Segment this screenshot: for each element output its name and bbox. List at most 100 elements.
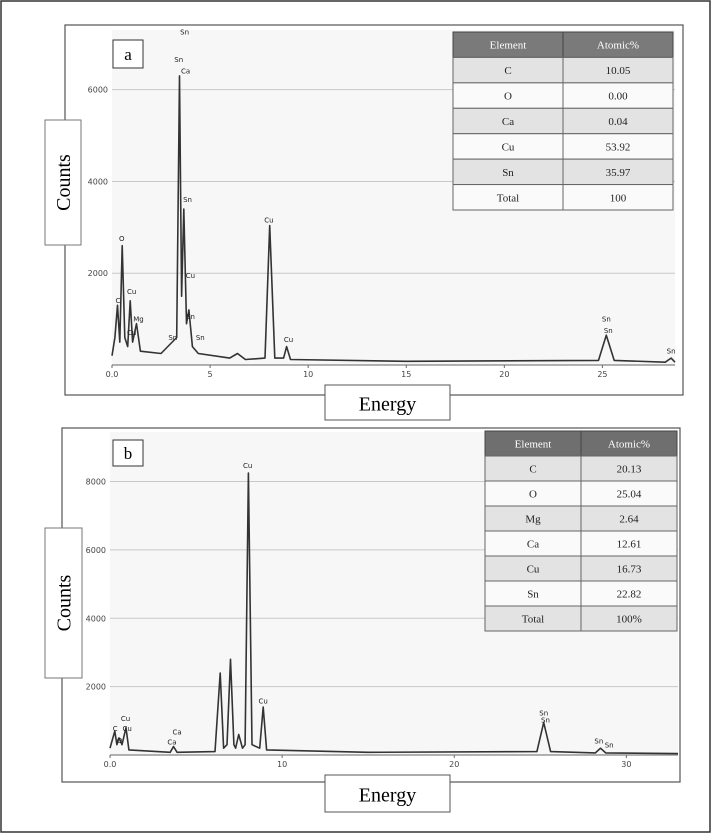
- peak-label: Sn: [174, 56, 183, 64]
- table-cell: [484, 555, 582, 582]
- x-tick-label: 5: [208, 370, 213, 379]
- peak-label: Sn: [196, 334, 205, 342]
- table-cell-text: Cu: [502, 141, 515, 153]
- y-label-box: [44, 119, 82, 246]
- peak-label: Sn: [602, 315, 611, 323]
- table-cell-text: 22.82: [617, 589, 642, 601]
- table-cell-text: 25.04: [617, 489, 642, 501]
- y-axis-title: Counts: [53, 154, 75, 211]
- x-axis-title: Energy: [359, 785, 416, 807]
- peak-label: Sn: [667, 348, 676, 356]
- table-cell-text: C: [504, 65, 511, 77]
- peak-label: Cu: [259, 698, 268, 706]
- table-cell: [580, 605, 678, 632]
- table-cell: [580, 555, 678, 582]
- peak-label: Mg: [133, 315, 143, 323]
- table-cell: [562, 82, 674, 109]
- table-header: Atomic%: [608, 439, 650, 451]
- table-header: Element: [490, 40, 527, 52]
- x-tick-label: 10: [277, 760, 287, 769]
- table-header-cell: [484, 430, 582, 457]
- table-cell-text: 100%: [616, 614, 642, 626]
- peak-label: O: [119, 235, 125, 243]
- table-cell: [580, 480, 678, 507]
- peak-label: Sn: [605, 741, 614, 749]
- peak-label: Cu: [243, 462, 252, 470]
- table-cell-text: 2.64: [619, 514, 639, 526]
- table-cell-text: 20.13: [617, 464, 642, 476]
- peak-label: O: [117, 737, 123, 745]
- panel-label: a: [124, 45, 132, 64]
- peak-label: Sn: [183, 196, 192, 204]
- spectrum-line: [111, 75, 676, 363]
- table-cell: [562, 184, 674, 211]
- x-tick-label: 0.0: [104, 760, 117, 769]
- panel-label-box: [112, 39, 144, 69]
- x-label-box: [324, 384, 451, 421]
- table-cell-text: 0.00: [608, 91, 628, 103]
- y-label-box: [44, 527, 83, 679]
- table-header-cell: [580, 430, 678, 457]
- y-tick-label: 6000: [88, 86, 108, 95]
- table-cell-text: Sn: [502, 167, 514, 179]
- peak-label: Ca: [173, 728, 182, 736]
- y-tick-label: 6000: [86, 546, 106, 555]
- table-cell-text: C: [529, 464, 536, 476]
- table-cell-text: 100: [610, 192, 627, 204]
- table-cell: [452, 56, 564, 84]
- y-axis-title: Counts: [54, 574, 76, 631]
- table-cell-text: Total: [497, 192, 519, 204]
- x-tick-label: 25: [597, 370, 607, 379]
- x-tick-label: 20: [449, 760, 459, 769]
- peak-label: Ca: [181, 68, 190, 76]
- table-cell-text: Mg: [525, 514, 541, 526]
- table-cell-text: 12.61: [617, 539, 642, 551]
- table-cell-text: 10.05: [606, 65, 631, 77]
- peak-label: C: [115, 297, 120, 305]
- table-cell: [562, 133, 674, 160]
- table-cell-text: Sn: [527, 589, 539, 601]
- table-cell-text: O: [504, 91, 512, 103]
- y-tick-label: 4000: [86, 614, 106, 623]
- panel-label: b: [124, 444, 133, 463]
- table-cell: [484, 605, 582, 632]
- peak-label: Sn: [186, 313, 195, 321]
- peak-label: Cu: [264, 217, 273, 225]
- peak-label: C: [113, 725, 118, 733]
- panel-label-box: [112, 439, 144, 467]
- table-cell: [580, 455, 678, 482]
- x-axis-title: Energy: [359, 394, 416, 416]
- y-tick-label: 4000: [88, 177, 108, 186]
- peak-label: Sn: [594, 738, 603, 746]
- table-cell-text: 53.92: [606, 141, 631, 153]
- table-cell: [452, 184, 564, 211]
- spectrum-line: [109, 472, 679, 755]
- table-cell: [452, 107, 564, 135]
- y-tick-label: 2000: [86, 683, 106, 692]
- x-tick-label: 10: [303, 370, 313, 379]
- table-header-cell: [452, 31, 564, 58]
- table-cell: [562, 56, 674, 84]
- table-cell-text: Ca: [527, 539, 539, 551]
- x-tick-label: 0.0: [106, 370, 119, 379]
- peak-label: Cu: [121, 715, 130, 723]
- table-cell-text: 35.97: [606, 167, 631, 179]
- x-tick-label: 20: [499, 370, 509, 379]
- peak-label: Cu: [123, 725, 132, 733]
- table-cell-text: 0.04: [608, 116, 628, 128]
- peak-label: Cu: [127, 329, 136, 337]
- table-cell-text: Cu: [527, 564, 540, 576]
- table-header-cell: [562, 31, 674, 58]
- table-cell: [452, 158, 564, 186]
- peak-label: Sn: [541, 717, 550, 725]
- y-tick-label: 8000: [86, 478, 106, 487]
- peak-label: Ca: [167, 739, 176, 747]
- table-cell: [452, 82, 564, 109]
- table-header: Atomic%: [597, 40, 639, 52]
- x-tick-label: 15: [401, 370, 411, 379]
- x-tick-label: 30: [621, 760, 631, 769]
- table-cell: [484, 455, 582, 482]
- peak-label: Sn: [168, 334, 177, 342]
